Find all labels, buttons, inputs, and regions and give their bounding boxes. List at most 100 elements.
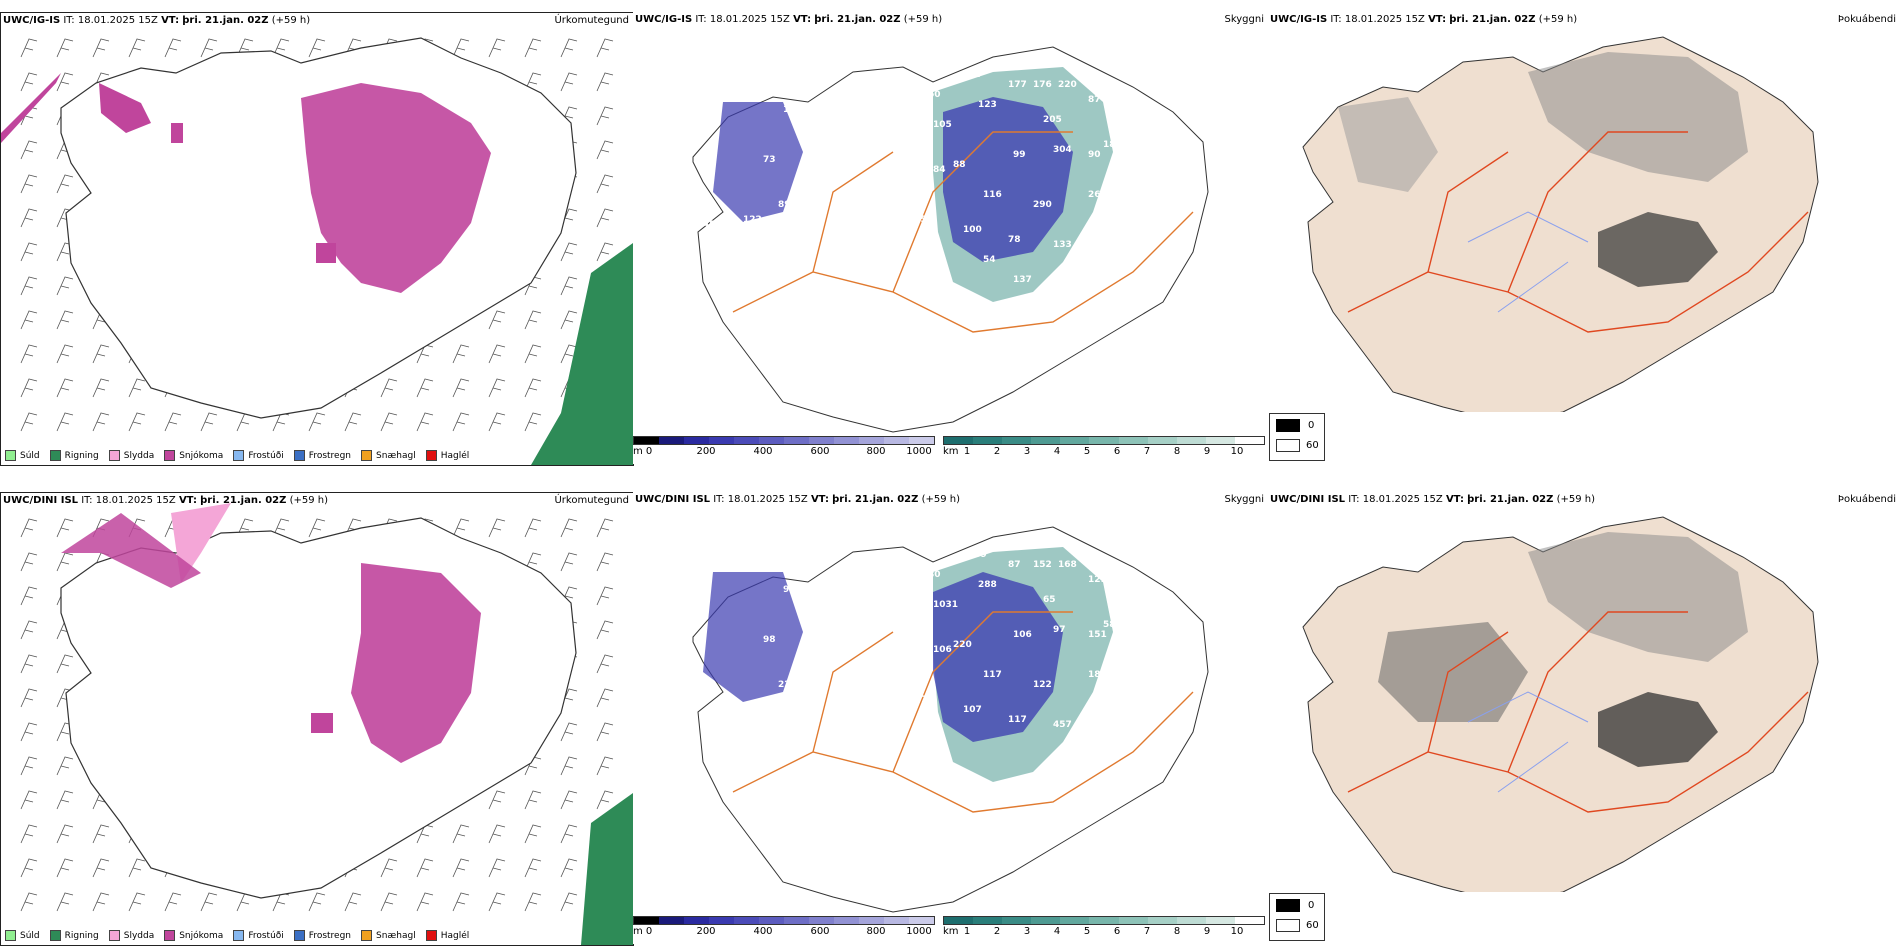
wind-barb bbox=[524, 858, 542, 878]
roads bbox=[732, 131, 1194, 333]
cloud-base-value: 766 bbox=[1113, 200, 1132, 210]
fog-panel-top: UWC/IG-IS IT: 18.01.2025 15Z VT: þri. 21… bbox=[1268, 12, 1900, 412]
wind-barb bbox=[524, 552, 542, 572]
wind-barb bbox=[200, 412, 218, 432]
wind-barb bbox=[560, 38, 578, 58]
wind-barb bbox=[560, 72, 578, 92]
cloud-panel-bottom: 55 115 97 98 69 101 80 109 288 87 152 168 121 1031 106… bbox=[633, 492, 1268, 944]
legend-swatch bbox=[49, 930, 61, 941]
wind-barb bbox=[524, 38, 542, 58]
cloud-base-value: 127 bbox=[908, 695, 927, 705]
wind-barb bbox=[56, 790, 74, 810]
legend-item: Rigning bbox=[49, 930, 99, 941]
tick-label: 8 bbox=[1173, 446, 1181, 457]
wind-barb bbox=[596, 790, 614, 810]
wind-barb bbox=[452, 378, 470, 398]
legend-swatch bbox=[425, 930, 437, 941]
wind-barb bbox=[488, 344, 506, 364]
cloud-base-value: 176 bbox=[718, 80, 737, 90]
fog-roads bbox=[1347, 131, 1809, 333]
wind-barb bbox=[452, 892, 470, 912]
tick-label: 800 bbox=[866, 926, 886, 937]
wind-barb bbox=[20, 378, 38, 398]
legend-swatch bbox=[164, 930, 176, 941]
cloudbase-area bbox=[933, 572, 1063, 742]
cloudbase-unit: m bbox=[633, 926, 643, 937]
wind-barb bbox=[92, 892, 110, 912]
wind-barb bbox=[56, 276, 74, 296]
tick-label: 7 bbox=[1143, 926, 1151, 937]
wind-barb bbox=[560, 242, 578, 262]
tick-label: 4 bbox=[1053, 446, 1061, 457]
tick-label: 600 bbox=[810, 926, 830, 937]
wind-barb bbox=[596, 722, 614, 742]
legend-item: Haglél bbox=[425, 930, 469, 941]
legend-item: Frostregn bbox=[293, 450, 351, 461]
tick-label: 600 bbox=[810, 446, 830, 457]
tick-label: 1000 bbox=[906, 926, 932, 937]
wind-barb bbox=[416, 892, 434, 912]
fog-title-bottom: UWC/DINI ISL IT: 18.01.2025 15Z VT: þri.… bbox=[1270, 494, 1596, 505]
cloud-base-value: 121 bbox=[1088, 575, 1107, 585]
legend-item: Slydda bbox=[108, 450, 154, 461]
cloud-base-value: 115 bbox=[748, 555, 767, 565]
wind-barb bbox=[488, 518, 506, 538]
precip-legend: Súld Rigning Slydda Snjókoma Frostúði Fr… bbox=[5, 450, 469, 461]
wind-barb bbox=[596, 586, 614, 606]
cloud-map: 176 97 139 73 31 91 60 92 123 177 176 220 87 105 84 88 2… bbox=[692, 46, 1209, 433]
precip-map bbox=[1, 37, 633, 465]
wind-barb bbox=[20, 824, 38, 844]
snow-patch bbox=[171, 123, 183, 143]
fog-grey-north bbox=[1528, 532, 1748, 662]
visibility-colorbar: km 1 2 3 4 5 6 7 8 9 10 bbox=[943, 916, 1268, 944]
wind-barb bbox=[200, 38, 218, 58]
wind-barb bbox=[488, 38, 506, 58]
wind-barb bbox=[524, 412, 542, 432]
snow-band-nw bbox=[61, 513, 201, 588]
cloud-base-value: 304 bbox=[1053, 145, 1072, 155]
cloud-base-value: 109 bbox=[968, 550, 987, 560]
cloud-base-value: 87 bbox=[1088, 95, 1101, 105]
precip-panel-top: UWC/IG-IS IT: 18.01.2025 15Z VT: þri. 21… bbox=[0, 12, 634, 466]
tick-label: 2 bbox=[993, 446, 1001, 457]
fog-grey-north bbox=[1528, 52, 1748, 182]
roads bbox=[732, 611, 1194, 813]
wind-barb bbox=[20, 276, 38, 296]
wind-barb bbox=[524, 310, 542, 330]
cloud-base-value: 55 bbox=[718, 560, 731, 570]
cloudbase-area-west bbox=[703, 572, 803, 702]
fog-dark-area bbox=[1598, 692, 1718, 767]
cloud-base-value: 98 bbox=[763, 635, 776, 645]
wind-barb bbox=[20, 38, 38, 58]
cloud-base-value: 154 bbox=[873, 235, 892, 245]
wind-barb bbox=[20, 242, 38, 262]
wind-barb bbox=[56, 310, 74, 330]
fog-grey-west bbox=[1378, 622, 1528, 722]
wind-barb bbox=[92, 344, 110, 364]
wind-barb bbox=[596, 72, 614, 92]
tick-label: 0 bbox=[645, 926, 653, 937]
wind-barb bbox=[128, 858, 146, 878]
cloud-base-value: 89 bbox=[778, 200, 791, 210]
visibility-bar bbox=[943, 436, 1265, 445]
wind-barb bbox=[20, 756, 38, 776]
cloud-base-value: 80 bbox=[928, 570, 941, 580]
wind-barb bbox=[20, 586, 38, 606]
wind-barb bbox=[56, 824, 74, 844]
wind-barb bbox=[164, 412, 182, 432]
wind-barb bbox=[20, 208, 38, 228]
fog-map bbox=[1302, 36, 1819, 412]
cloud-base-value: 139 bbox=[783, 105, 802, 115]
cloud-base-value: 125 bbox=[908, 215, 927, 225]
wind-barb bbox=[308, 38, 326, 58]
cloud-base-value: 92 bbox=[968, 70, 981, 80]
legend-item: Snæhagl bbox=[361, 450, 416, 461]
wind-barb bbox=[272, 518, 290, 538]
legend-swatch bbox=[361, 450, 373, 461]
cloud-type-label: Skyggni bbox=[1224, 14, 1264, 25]
wind-barb bbox=[308, 892, 326, 912]
wind-barb bbox=[452, 344, 470, 364]
fog-roads bbox=[1347, 611, 1809, 813]
wind-barb bbox=[20, 552, 38, 572]
fog-title-top: UWC/IG-IS IT: 18.01.2025 15Z VT: þri. 21… bbox=[1270, 14, 1578, 25]
